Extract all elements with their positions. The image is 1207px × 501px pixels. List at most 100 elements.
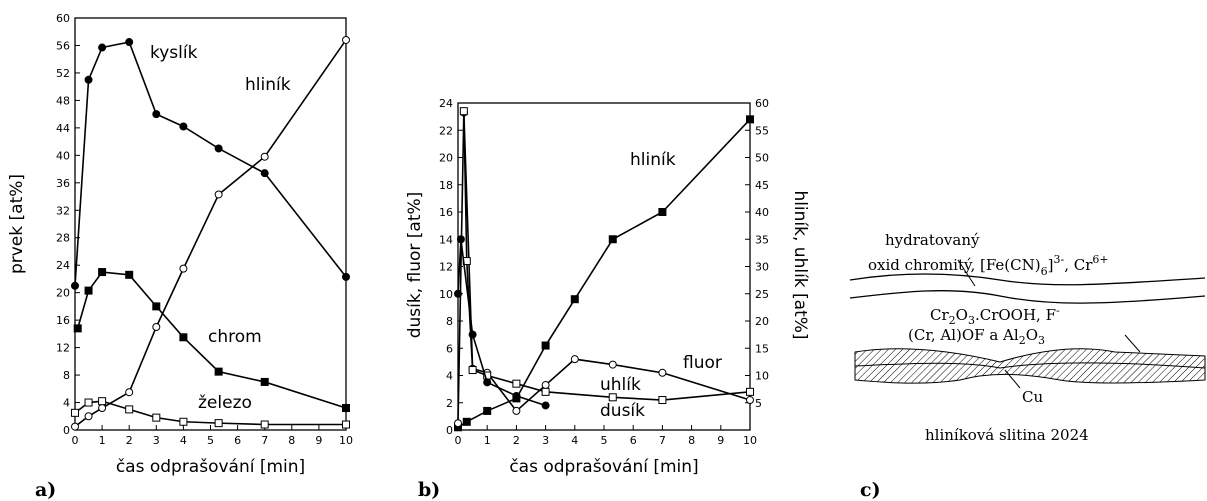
marker <box>125 405 134 414</box>
series-line <box>457 112 751 424</box>
marker <box>342 35 350 44</box>
marker <box>179 264 188 273</box>
series-label: chrom <box>208 327 262 347</box>
marker <box>342 420 350 429</box>
series-label: železo <box>198 393 252 413</box>
y-tick-label: 12 <box>439 261 453 274</box>
marker <box>746 396 754 405</box>
marker <box>454 289 462 298</box>
marker <box>468 366 477 375</box>
y-axis-label: prvek [at%] <box>7 174 27 274</box>
marker <box>98 397 107 406</box>
x-tick-label: 8 <box>688 434 695 447</box>
marker <box>179 417 188 426</box>
x-tick-label: 6 <box>630 434 637 447</box>
y-tick-label: 14 <box>439 233 453 246</box>
y-tick-label: 8 <box>63 369 70 382</box>
marker <box>73 324 82 333</box>
marker <box>456 235 465 244</box>
marker <box>125 388 134 397</box>
x-tick-label: 4 <box>180 434 187 447</box>
x-tick-label: 2 <box>513 434 520 447</box>
y-tick-label: 40 <box>56 149 70 162</box>
y2-tick-label: 45 <box>755 179 769 192</box>
marker <box>342 404 350 413</box>
panel-label: b) <box>418 479 440 501</box>
marker <box>454 419 462 428</box>
y-tick-label: 10 <box>439 288 453 301</box>
layer-line <box>849 290 1206 304</box>
marker <box>658 368 667 377</box>
marker <box>214 190 223 199</box>
marker <box>512 406 521 415</box>
marker <box>541 341 550 350</box>
marker <box>152 413 161 422</box>
marker <box>152 323 161 331</box>
label: Cu <box>1022 388 1043 406</box>
marker <box>179 333 188 342</box>
series-line <box>457 239 546 407</box>
marker <box>98 404 107 413</box>
y-tick-label: 44 <box>56 122 70 135</box>
y2-tick-label: 20 <box>755 315 769 328</box>
x-tick-label: 2 <box>126 434 133 447</box>
marker <box>125 270 134 279</box>
layer-line <box>849 273 1206 286</box>
series-label: kyslík <box>150 43 198 63</box>
y-tick-label: 12 <box>56 342 70 355</box>
marker <box>71 408 79 417</box>
marker <box>541 401 550 410</box>
y-tick-label: 48 <box>56 94 70 107</box>
marker <box>179 122 188 131</box>
marker <box>214 419 223 428</box>
label: hliníková slitina 2024 <box>925 426 1089 444</box>
x-tick-label: 10 <box>743 434 757 447</box>
series-line <box>74 41 347 286</box>
y2-tick-label: 35 <box>755 233 769 246</box>
x-tick-label: 5 <box>601 434 608 447</box>
marker <box>260 152 269 161</box>
y-axis-label: dusík, fluor [at%] <box>405 192 425 339</box>
marker <box>260 420 269 429</box>
marker <box>214 144 223 153</box>
series-label: hliník <box>630 150 676 170</box>
x-tick-label: 4 <box>571 434 578 447</box>
y-tick-label: 2 <box>446 397 453 410</box>
marker <box>483 378 492 387</box>
diagram: hydratovaný oxid chromitý, [Fe(CN)6]3-, … <box>849 231 1206 501</box>
marker <box>570 295 579 304</box>
x-tick-label: 3 <box>542 434 549 447</box>
series-label: dusík <box>600 401 645 421</box>
series-line <box>74 39 347 428</box>
marker <box>746 115 754 124</box>
marker <box>84 398 93 407</box>
pointer <box>957 259 976 287</box>
y-tick-label: 16 <box>439 206 453 219</box>
y2-tick-label: 25 <box>755 288 769 301</box>
x-axis-label: čas odprašování [min] <box>116 457 305 477</box>
series-label: fluor <box>683 353 722 373</box>
y-tick-label: 6 <box>446 342 453 355</box>
y-tick-label: 0 <box>446 424 453 437</box>
label: oxid chromitý, [Fe(CN)6]3-, Cr6+ <box>868 253 1109 278</box>
pointer <box>1124 334 1141 353</box>
y-tick-label: 60 <box>56 12 70 25</box>
y2-axis-label: hliník, uhlík [at%] <box>790 190 810 339</box>
marker <box>746 387 754 396</box>
x-tick-label: 1 <box>99 434 106 447</box>
y2-tick-label: 5 <box>755 397 762 410</box>
marker <box>98 43 107 52</box>
x-tick-label: 10 <box>339 434 353 447</box>
y2-tick-label: 30 <box>755 261 769 274</box>
x-tick-label: 7 <box>261 434 268 447</box>
marker <box>152 302 161 311</box>
y-tick-label: 22 <box>439 124 453 137</box>
x-axis-label: čas odprašování [min] <box>509 457 698 477</box>
marker <box>98 268 107 277</box>
y-tick-label: 4 <box>63 397 70 410</box>
marker <box>84 75 93 84</box>
y-tick-label: 56 <box>56 39 70 52</box>
y-tick-label: 36 <box>56 177 70 190</box>
y-tick-label: 4 <box>446 370 453 383</box>
